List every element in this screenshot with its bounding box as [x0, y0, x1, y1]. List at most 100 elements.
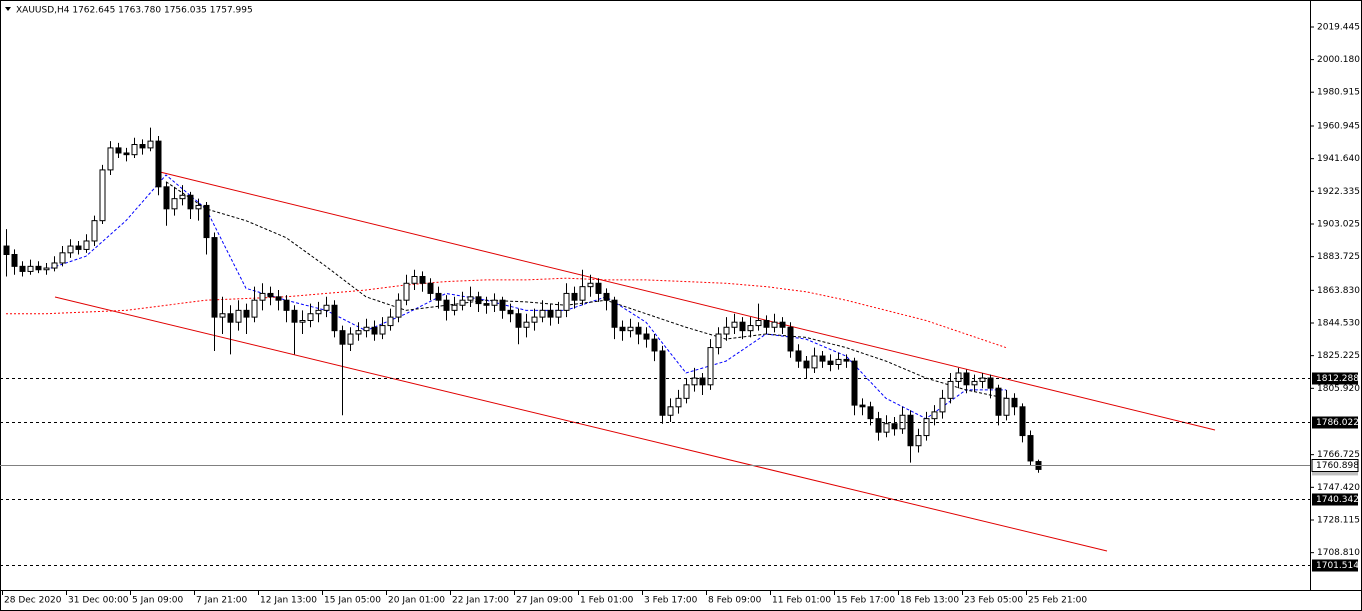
candle-body [947, 380, 954, 399]
candle-body [699, 377, 706, 386]
candle-body [883, 423, 890, 433]
candle-body [795, 350, 802, 362]
candle-body [139, 144, 146, 149]
x-tick-label: 25 Feb 21:00 [1028, 596, 1087, 606]
candle-body [379, 325, 386, 335]
y-tick-label: 1960.945 [1317, 121, 1360, 131]
candle-body [643, 333, 650, 340]
candle-body [459, 299, 466, 306]
candle-body [371, 326, 378, 335]
candle-body [227, 313, 234, 323]
y-tick-label: 1747.420 [1317, 483, 1360, 493]
y-tick-label: 1941.640 [1317, 154, 1360, 164]
y-tick-label: 1883.725 [1317, 252, 1360, 262]
candle-body [923, 418, 930, 437]
candle-body [363, 326, 370, 332]
menu-arrow [5, 7, 11, 11]
candle-body [59, 252, 66, 264]
y-tick-label: 1766.725 [1317, 450, 1360, 460]
candle-body [403, 282, 410, 301]
candle-body [499, 299, 506, 311]
y-tick-label: 1863.830 [1317, 286, 1360, 296]
candle-body [331, 304, 338, 332]
candle-body [627, 326, 634, 332]
candle-body [43, 267, 50, 271]
level-label: 1786.022 [1316, 418, 1359, 428]
x-tick-label: 1 Feb 01:00 [580, 596, 634, 606]
candle-body [467, 296, 474, 301]
candle-body [187, 194, 194, 210]
candle-body [571, 292, 578, 301]
candle-body [771, 321, 778, 328]
candle-body [971, 380, 978, 386]
x-tick-label: 28 Dec 2020 [4, 596, 62, 606]
moving-average [45, 174, 1006, 420]
candle-body [579, 286, 586, 301]
candle-body [35, 265, 42, 271]
candle-body [243, 309, 250, 318]
candle-body [155, 140, 162, 188]
candle-body [915, 435, 922, 447]
candle-body [315, 309, 322, 315]
candle-body [267, 292, 274, 298]
candle-body [547, 309, 554, 318]
candle-body [651, 338, 658, 352]
candle-body [291, 309, 298, 323]
candle-body [563, 292, 570, 311]
candle-body [891, 423, 898, 430]
candle-body [323, 304, 330, 311]
candle-body [235, 309, 242, 323]
candle-body [283, 299, 290, 311]
candle-body [131, 144, 138, 156]
bid-label-box [1311, 459, 1359, 472]
candle-body [1027, 435, 1034, 462]
candle-body [955, 372, 962, 382]
candle-body [147, 140, 154, 149]
candle-body [603, 292, 610, 301]
candle-body [739, 321, 746, 332]
candle-body [11, 254, 18, 267]
candle-body [203, 204, 210, 239]
candle-body [475, 296, 482, 305]
candle-body [163, 186, 170, 210]
candle-body [667, 406, 674, 416]
candle-body [843, 358, 850, 362]
y-tick-label: 1980.915 [1317, 88, 1360, 98]
y-tick-label: 2019.445 [1317, 22, 1360, 32]
candle-body [99, 169, 106, 222]
candle-body [555, 309, 562, 318]
bid-label: 1760.898 [1316, 461, 1359, 471]
candle-body [531, 316, 538, 323]
candle-body [451, 304, 458, 311]
candle-body [835, 358, 842, 365]
level-label-box [1312, 559, 1358, 572]
x-tick-label: 8 Feb 09:00 [708, 596, 762, 606]
candle-body [763, 320, 770, 328]
candle-body [1003, 397, 1010, 416]
candle-body [275, 296, 282, 301]
candle-body [427, 282, 434, 294]
candle-body [107, 147, 114, 171]
level-label: 1701.514 [1316, 561, 1359, 571]
x-tick-label: 3 Feb 17:00 [644, 596, 698, 606]
y-tick-label: 2000.180 [1317, 55, 1360, 65]
x-tick-label: 15 Feb 17:00 [836, 596, 895, 606]
candle-body [787, 326, 794, 352]
y-tick-label: 1708.810 [1317, 548, 1360, 558]
x-tick-label: 20 Jan 01:00 [388, 596, 445, 606]
x-tick-label: 7 Jan 21:00 [196, 596, 248, 606]
candle-body [995, 387, 1002, 416]
level-label-box [1312, 493, 1358, 506]
y-tick-label: 1922.335 [1317, 187, 1360, 197]
candle-body [755, 320, 762, 327]
candle-body [75, 245, 82, 250]
candle-body [507, 309, 514, 315]
candle-body [355, 330, 362, 335]
level-label: 1812.288 [1316, 374, 1359, 384]
candle-body [91, 220, 98, 242]
candle-body [635, 326, 642, 335]
candle-body [395, 299, 402, 318]
candle-body [3, 245, 10, 256]
